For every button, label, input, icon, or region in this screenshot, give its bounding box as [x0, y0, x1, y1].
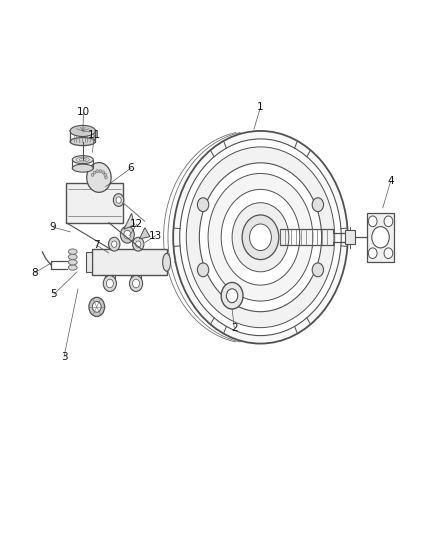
Circle shape	[93, 171, 96, 174]
Circle shape	[96, 169, 99, 173]
Circle shape	[199, 163, 321, 312]
Polygon shape	[223, 326, 297, 344]
Circle shape	[312, 198, 324, 212]
Circle shape	[124, 230, 131, 239]
Circle shape	[133, 279, 140, 288]
Circle shape	[221, 282, 243, 309]
Polygon shape	[173, 246, 214, 325]
Circle shape	[221, 189, 300, 285]
Ellipse shape	[68, 265, 77, 270]
Ellipse shape	[70, 127, 95, 135]
Circle shape	[89, 297, 105, 317]
Circle shape	[136, 241, 141, 247]
Text: 11: 11	[88, 130, 101, 140]
Circle shape	[113, 193, 124, 206]
Bar	[367, 213, 394, 262]
Text: 9: 9	[50, 222, 57, 232]
Circle shape	[368, 248, 377, 259]
Circle shape	[186, 147, 335, 328]
Text: 7: 7	[93, 240, 100, 250]
Circle shape	[226, 289, 238, 303]
Polygon shape	[307, 150, 347, 229]
Polygon shape	[124, 213, 134, 229]
Circle shape	[92, 302, 101, 312]
Circle shape	[130, 276, 143, 292]
Circle shape	[133, 237, 144, 251]
Bar	[86, 252, 92, 272]
Ellipse shape	[162, 253, 170, 271]
Text: 13: 13	[149, 231, 162, 241]
Text: 12: 12	[130, 219, 144, 229]
Circle shape	[116, 197, 121, 203]
Bar	[345, 230, 355, 244]
Bar	[66, 183, 123, 223]
Polygon shape	[140, 228, 150, 239]
Text: 1: 1	[257, 102, 264, 112]
Text: 8: 8	[32, 268, 38, 278]
Text: 3: 3	[61, 352, 67, 362]
Circle shape	[250, 224, 272, 251]
Text: 4: 4	[387, 176, 394, 187]
Circle shape	[120, 226, 134, 243]
Circle shape	[242, 215, 279, 260]
Ellipse shape	[68, 260, 77, 265]
Ellipse shape	[68, 249, 77, 254]
Text: 5: 5	[51, 289, 57, 299]
Polygon shape	[307, 246, 347, 325]
Circle shape	[106, 279, 113, 288]
Circle shape	[384, 216, 393, 227]
Circle shape	[372, 227, 389, 248]
Text: 6: 6	[127, 163, 134, 173]
Circle shape	[173, 131, 348, 344]
Circle shape	[368, 216, 377, 227]
Bar	[92, 249, 166, 275]
Circle shape	[104, 173, 106, 176]
Ellipse shape	[70, 125, 95, 136]
Polygon shape	[173, 150, 214, 229]
Circle shape	[109, 237, 120, 251]
Circle shape	[99, 169, 102, 173]
Text: 10: 10	[77, 107, 90, 117]
Circle shape	[198, 198, 209, 212]
Circle shape	[198, 263, 209, 277]
Circle shape	[103, 276, 117, 292]
Ellipse shape	[72, 164, 93, 172]
Circle shape	[102, 171, 105, 174]
Polygon shape	[223, 131, 297, 148]
Circle shape	[312, 263, 324, 277]
Ellipse shape	[70, 138, 95, 146]
Ellipse shape	[72, 156, 93, 164]
Circle shape	[91, 173, 94, 176]
Circle shape	[112, 241, 117, 247]
Circle shape	[105, 176, 107, 179]
Circle shape	[232, 203, 289, 272]
Circle shape	[87, 163, 111, 192]
Circle shape	[180, 139, 341, 336]
Circle shape	[384, 248, 393, 259]
Text: 2: 2	[231, 322, 237, 333]
Circle shape	[208, 173, 313, 301]
Ellipse shape	[68, 254, 77, 260]
